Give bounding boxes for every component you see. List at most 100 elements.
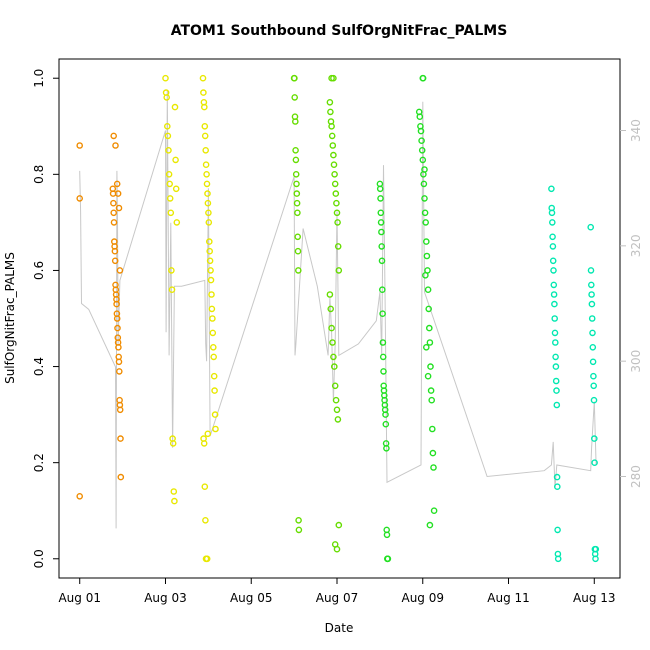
data-point [212, 425, 219, 433]
data-point [330, 161, 338, 168]
data-point [208, 291, 215, 298]
data-point [115, 358, 123, 366]
data-point [589, 358, 597, 366]
data-point [209, 329, 217, 337]
data-point [205, 219, 213, 226]
data-point [423, 252, 431, 260]
data-point [110, 209, 117, 217]
data-point [206, 247, 213, 255]
data-point [204, 190, 211, 197]
x-tick-label: Aug 01 [58, 591, 101, 605]
data-point [590, 396, 598, 404]
data-points [76, 74, 600, 563]
y2-tick-label: 320 [629, 234, 643, 257]
data-point [113, 180, 121, 188]
data-point [551, 329, 559, 337]
data-point [172, 156, 179, 164]
data-point [210, 353, 217, 361]
data-point [424, 286, 432, 294]
x-tick-label: Aug 05 [230, 591, 273, 605]
data-point [201, 123, 209, 130]
data-point [419, 156, 427, 164]
data-point [592, 555, 599, 563]
data-point [427, 363, 434, 370]
data-point [117, 435, 124, 442]
data-point [163, 94, 170, 101]
data-point [294, 209, 301, 217]
data-point [171, 103, 179, 111]
data-point [421, 209, 429, 217]
data-point [211, 411, 219, 418]
data-point [332, 396, 340, 404]
data-point [424, 372, 432, 380]
data-point [207, 267, 214, 274]
data-point [291, 74, 298, 82]
data-point [550, 267, 557, 274]
data-point [333, 406, 341, 414]
y2-axis: 280 300 320 340 [620, 119, 643, 488]
data-point [383, 531, 391, 539]
y-tick-label: 0.6 [32, 261, 46, 280]
data-point [164, 132, 172, 140]
data-point [428, 425, 436, 433]
data-point [380, 368, 387, 375]
data-point [552, 363, 560, 370]
data-point [430, 507, 438, 515]
data-point [112, 142, 119, 149]
data-point [552, 353, 559, 361]
data-point [201, 132, 209, 140]
data-point [166, 195, 174, 202]
data-point [334, 243, 342, 250]
data-point [115, 343, 122, 351]
data-point [425, 324, 433, 332]
data-point [169, 440, 177, 447]
data-point [382, 420, 390, 428]
data-point [170, 488, 178, 495]
data-point [113, 300, 120, 308]
data-point [203, 170, 210, 178]
data-point [110, 219, 118, 226]
data-point [200, 103, 208, 111]
data-point [379, 310, 386, 318]
data-point [329, 142, 337, 149]
data-point [422, 238, 430, 245]
data-point [383, 444, 390, 452]
data-point [200, 440, 208, 447]
data-point [209, 343, 217, 351]
x-tick-label: Aug 11 [487, 591, 530, 605]
data-point [203, 180, 211, 188]
data-point [422, 343, 430, 351]
data-point [420, 180, 428, 188]
data-point [589, 329, 596, 337]
data-point [326, 99, 334, 106]
data-point [165, 170, 173, 178]
data-point [171, 497, 178, 505]
data-point [203, 555, 211, 563]
data-point [378, 286, 386, 294]
data-point [426, 339, 434, 346]
data-point [378, 257, 386, 265]
data-point [204, 430, 212, 438]
data-point [425, 305, 433, 313]
data-point [162, 74, 169, 82]
data-point [328, 132, 336, 140]
data-point [333, 199, 340, 207]
data-point [168, 286, 176, 294]
y-tick-label: 0.2 [32, 453, 46, 472]
data-point [554, 483, 561, 491]
data-point [554, 526, 561, 534]
data-point [335, 267, 343, 274]
data-point [591, 435, 598, 442]
data-point [116, 267, 124, 274]
data-point [166, 180, 173, 188]
series-lines [79, 90, 597, 529]
x-tick-label: Aug 13 [573, 591, 616, 605]
data-point [172, 185, 180, 193]
data-point [295, 526, 303, 534]
data-point [376, 185, 384, 193]
data-point [291, 118, 299, 125]
data-point [113, 315, 121, 322]
data-point [334, 219, 341, 226]
data-point [168, 267, 175, 274]
data-point [115, 204, 123, 212]
